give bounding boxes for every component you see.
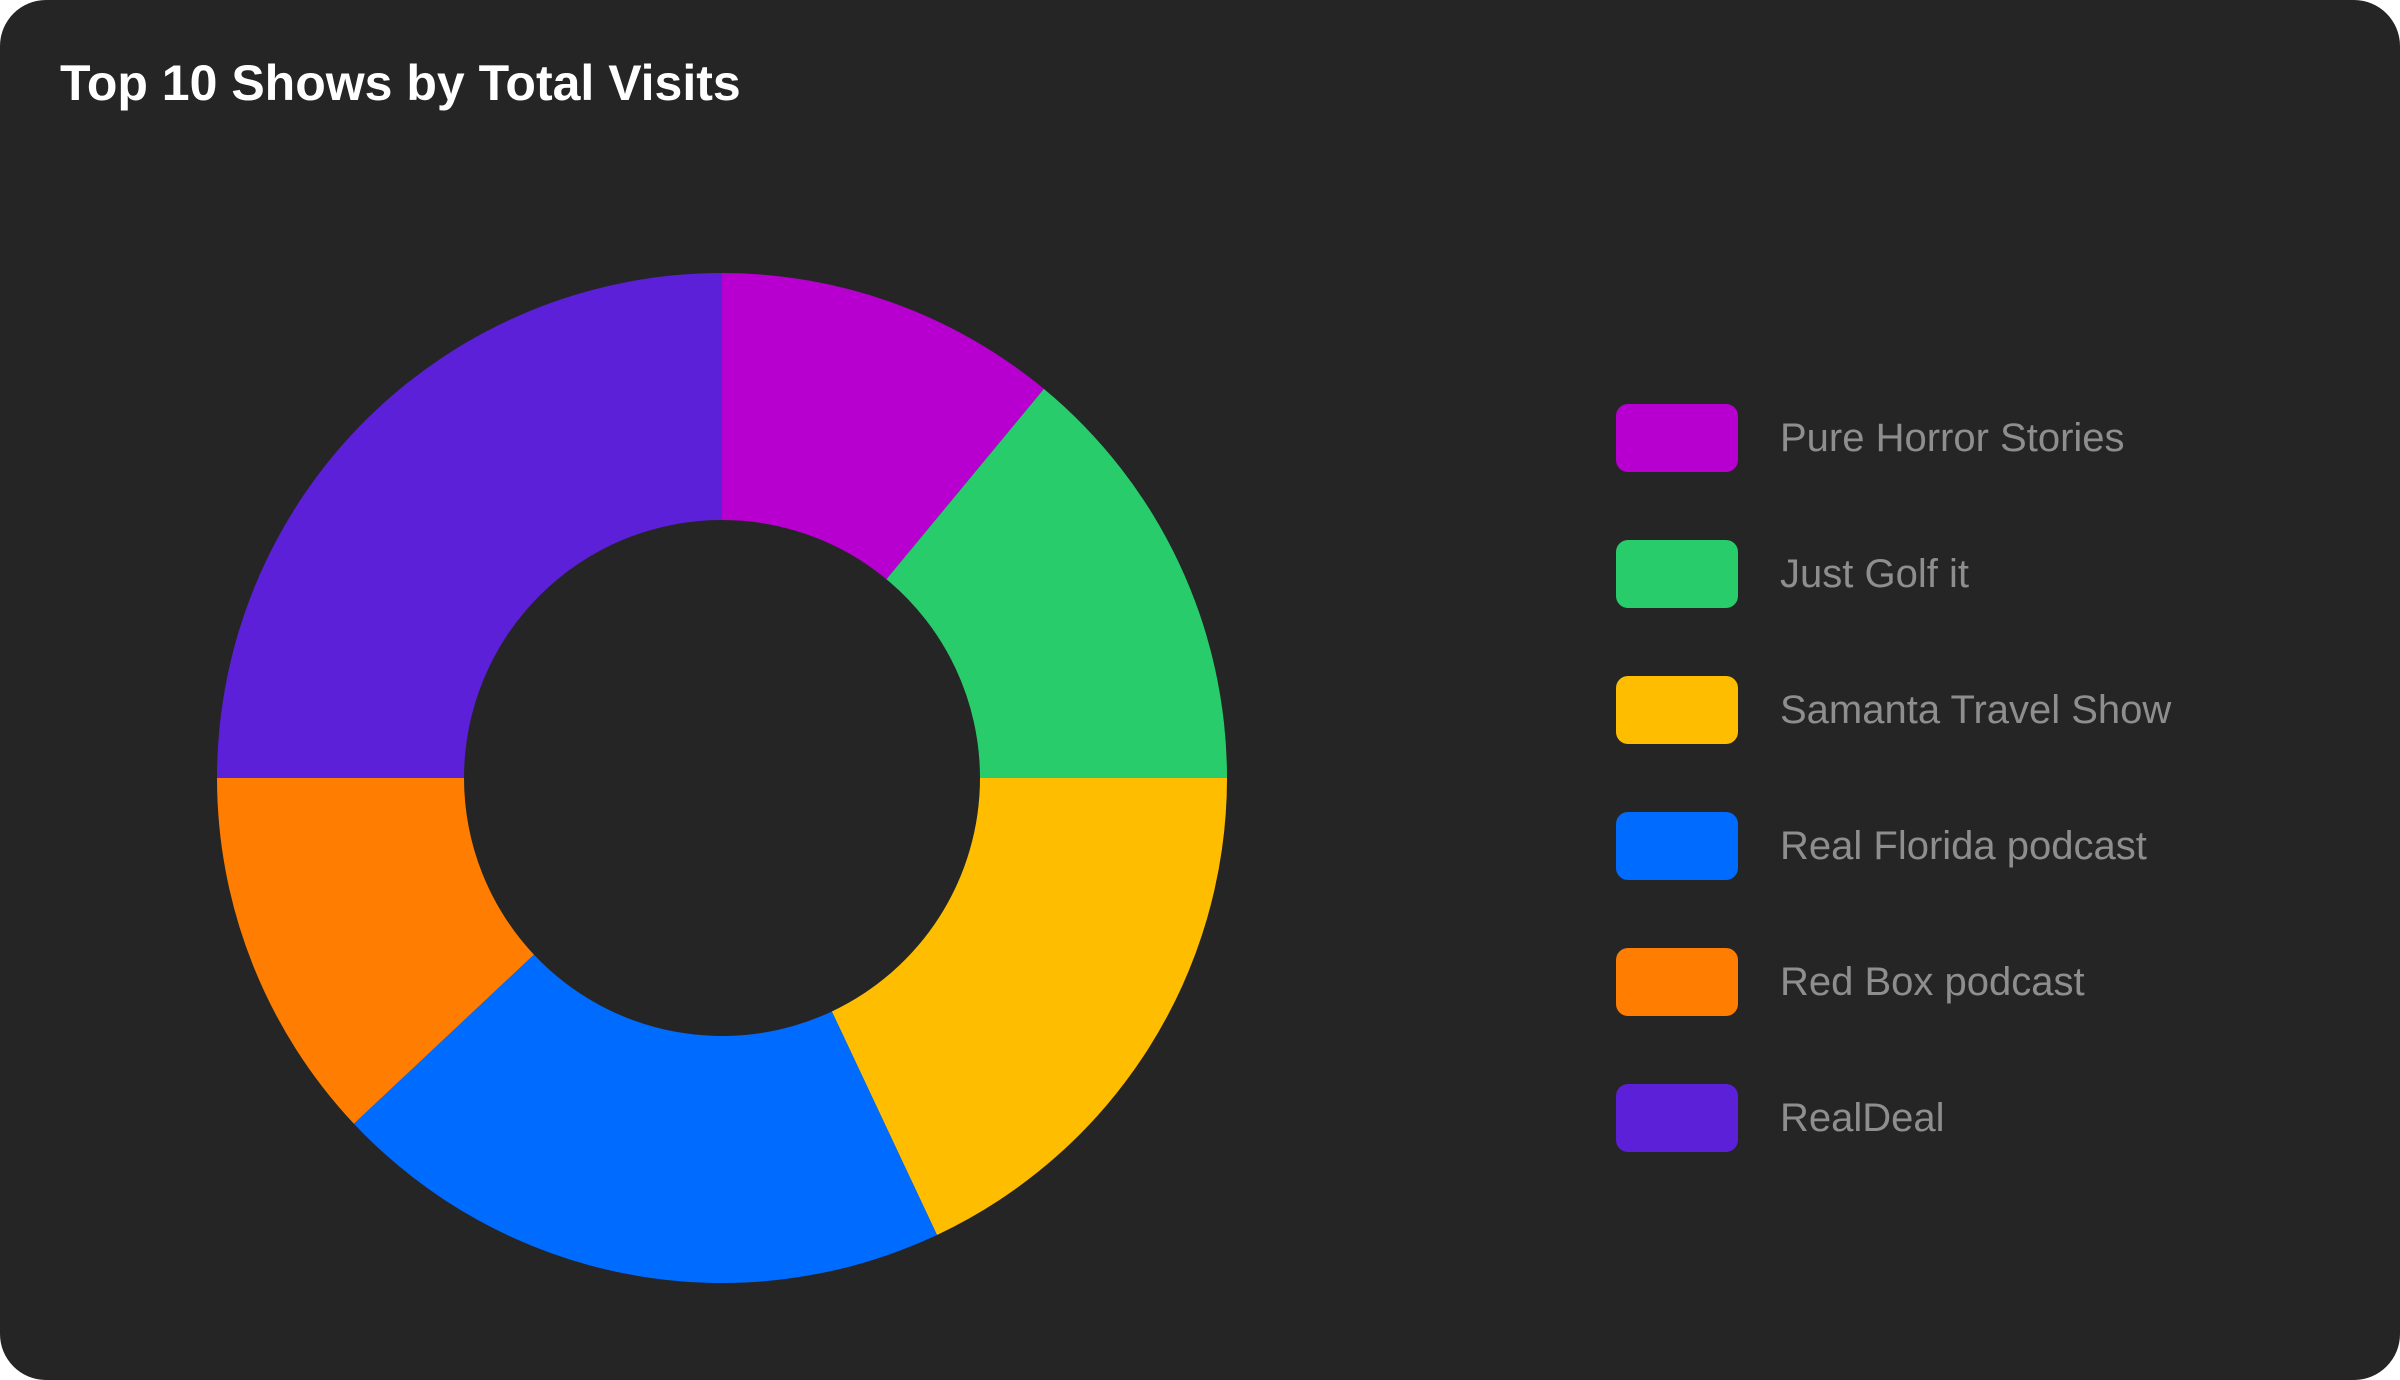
legend-swatch — [1616, 948, 1738, 1016]
donut-slice-samanta-travel-show[interactable] — [831, 778, 1227, 1235]
chart-legend: Pure Horror Stories Just Golf it Samanta T… — [1616, 404, 2171, 1220]
legend-item-samanta-travel-show[interactable]: Samanta Travel Show — [1616, 676, 2171, 744]
donut-slice-realdeal[interactable] — [217, 273, 722, 778]
legend-swatch — [1616, 676, 1738, 744]
donut-slice-just-golf-it[interactable] — [886, 388, 1227, 778]
legend-item-pure-horror-stories[interactable]: Pure Horror Stories — [1616, 404, 2171, 472]
legend-label: Red Box podcast — [1780, 960, 2085, 1004]
legend-label: RealDeal — [1780, 1096, 1945, 1140]
chart-title: Top 10 Shows by Total Visits — [60, 55, 741, 111]
legend-label: Just Golf it — [1780, 552, 1969, 596]
legend-item-realdeal[interactable]: RealDeal — [1616, 1084, 2171, 1152]
donut-slice-real-florida-podcast[interactable] — [353, 954, 938, 1284]
legend-label: Pure Horror Stories — [1780, 416, 2125, 460]
legend-swatch — [1616, 540, 1738, 608]
legend-swatch — [1616, 812, 1738, 880]
legend-item-red-box-podcast[interactable]: Red Box podcast — [1616, 948, 2171, 1016]
donut-slice-pure-horror-stories[interactable] — [722, 273, 1044, 580]
legend-item-real-florida-podcast[interactable]: Real Florida podcast — [1616, 812, 2171, 880]
legend-swatch — [1616, 1084, 1738, 1152]
donut-slice-red-box-podcast[interactable] — [217, 778, 534, 1124]
legend-swatch — [1616, 404, 1738, 472]
legend-label: Samanta Travel Show — [1780, 688, 2172, 732]
legend-item-just-golf-it[interactable]: Just Golf it — [1616, 540, 2171, 608]
donut-chart — [217, 273, 1227, 1284]
legend-label: Real Florida podcast — [1780, 824, 2147, 868]
